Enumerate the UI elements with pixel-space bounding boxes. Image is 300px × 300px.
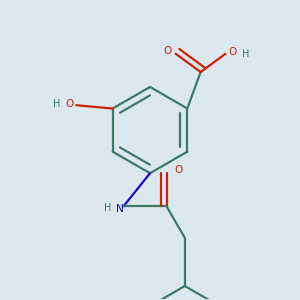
Text: O: O [174,165,182,175]
Text: O: O [229,47,237,57]
Text: O: O [163,46,172,56]
Text: H: H [104,203,111,213]
Text: N: N [116,204,124,214]
Text: H: H [242,49,249,59]
Text: H: H [53,99,61,109]
Text: O: O [65,98,74,109]
